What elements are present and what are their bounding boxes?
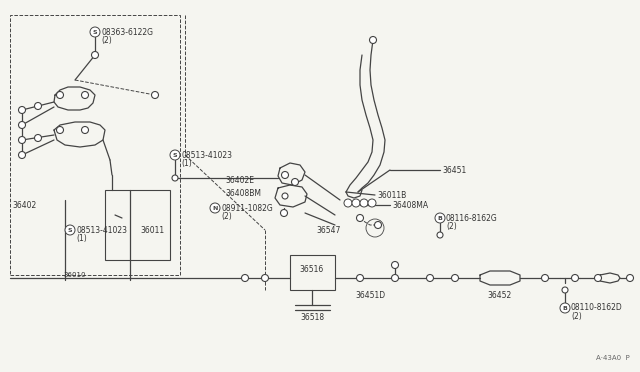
Circle shape [19,106,26,113]
Circle shape [627,275,634,282]
Circle shape [352,199,360,207]
Circle shape [35,103,42,109]
Text: 08363-6122G: 08363-6122G [101,28,153,36]
Circle shape [65,225,75,235]
Text: 08911-1082G: 08911-1082G [221,203,273,212]
Circle shape [356,215,364,221]
Circle shape [541,275,548,282]
Circle shape [56,92,63,99]
Circle shape [19,151,26,158]
Text: B: B [563,305,568,311]
Circle shape [19,137,26,144]
Text: 36011B: 36011B [377,190,406,199]
Circle shape [172,175,178,181]
Circle shape [374,221,381,228]
Text: 36010: 36010 [64,272,86,278]
Text: A·43A0  P: A·43A0 P [596,355,630,361]
Circle shape [170,150,180,160]
Text: (2): (2) [101,35,112,45]
Text: S: S [173,153,177,157]
Text: (2): (2) [446,221,457,231]
Circle shape [291,179,298,186]
Circle shape [426,275,433,282]
Circle shape [241,275,248,282]
Text: 08513-41023: 08513-41023 [181,151,232,160]
Text: 36408MA: 36408MA [392,201,428,209]
Circle shape [356,275,364,282]
Bar [105,190,170,260]
Circle shape [562,287,568,293]
Text: 36516: 36516 [300,266,324,275]
Text: (2): (2) [221,212,232,221]
Circle shape [56,126,63,134]
Circle shape [152,92,159,99]
Bar [290,255,335,290]
Text: 36518: 36518 [300,314,324,323]
Text: 08513-41023: 08513-41023 [76,225,127,234]
Text: S: S [93,29,97,35]
Bar [10,15,180,275]
Text: 08110-8162D: 08110-8162D [571,304,623,312]
Circle shape [92,51,99,58]
Text: 36452: 36452 [488,291,512,299]
Circle shape [435,213,445,223]
Circle shape [451,275,458,282]
Text: 36451: 36451 [442,166,467,174]
Circle shape [280,209,287,217]
Circle shape [262,275,269,282]
Circle shape [572,275,579,282]
Circle shape [360,199,368,207]
Text: S: S [68,228,72,232]
Text: B: B [438,215,442,221]
Text: 36547: 36547 [316,225,340,234]
Text: 36451D: 36451D [355,291,385,299]
Circle shape [560,303,570,313]
Circle shape [369,36,376,44]
Text: 08116-8162G: 08116-8162G [446,214,498,222]
Text: 36402E: 36402E [225,176,254,185]
Circle shape [282,193,288,199]
Circle shape [81,126,88,134]
Text: 36011: 36011 [140,225,164,234]
Circle shape [19,122,26,128]
Text: 36402: 36402 [12,201,36,209]
Circle shape [282,171,289,179]
Circle shape [344,199,352,207]
Text: 36408BM: 36408BM [225,189,261,198]
Text: N: N [212,205,218,211]
Circle shape [392,275,399,282]
Circle shape [392,262,399,269]
Circle shape [595,275,602,282]
Circle shape [210,203,220,213]
Text: (1): (1) [76,234,87,243]
Circle shape [81,92,88,99]
Circle shape [437,232,443,238]
Circle shape [368,199,376,207]
Circle shape [90,27,100,37]
Circle shape [35,135,42,141]
Text: (1): (1) [181,158,192,167]
Text: (2): (2) [571,311,582,321]
